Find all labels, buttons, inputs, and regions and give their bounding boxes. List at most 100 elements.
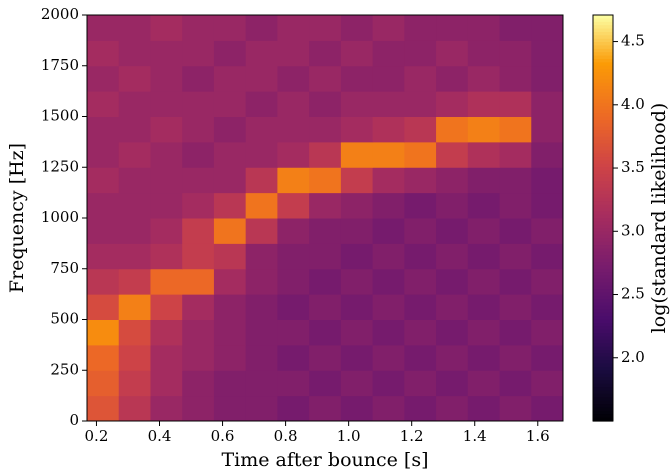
heatmap-cell [150,370,183,397]
colorbar-segment [593,346,613,351]
heatmap-cell [245,395,278,422]
colorbar-segment [593,163,613,168]
colorbar-segment [593,380,613,385]
heatmap-cell [150,15,183,41]
colorbar-segment [593,339,613,344]
heatmap-cell [213,192,247,219]
colorbar-segment [593,38,613,43]
heatmap-cell [118,167,151,194]
heatmap-cell [340,91,374,117]
heatmap-cell [499,370,532,397]
colorbar-segment [593,349,613,354]
heatmap-cell [404,65,437,92]
heatmap-cell [118,344,151,371]
heatmap-cell [340,395,374,422]
colorbar-segment [593,69,613,74]
heatmap-cell [309,344,342,371]
heatmap-cell [340,344,374,371]
heatmap-cell [404,40,437,67]
heatmap-cell [499,192,532,219]
y-axis-label: Frequency [Hz] [6,143,28,293]
heatmap-cell [467,65,501,92]
colorbar-segment [593,238,613,243]
heatmap-cell [118,218,151,244]
colorbar-segment [593,62,613,67]
heatmap-cell [340,294,374,320]
colorbar-segment [593,228,613,233]
colorbar-segment [593,278,613,283]
colorbar-segment [593,373,613,378]
colorbar-segment [593,261,613,266]
colorbar-segment [593,86,613,91]
colorbar-segment [593,207,613,212]
heatmap-cell [182,192,215,219]
heatmap-cell [404,370,437,397]
colorbar-segment [593,92,613,97]
colorbar-segment [593,316,613,321]
heatmap-cell [277,294,310,320]
heatmap-cell [182,319,215,346]
x-axis-label: Time after bounce [s] [222,449,429,471]
heatmap-cell [245,218,278,244]
heatmap-cell [277,370,310,397]
heatmap-cell [404,319,437,346]
heatmap-cell [436,243,469,270]
heatmap-cell [404,91,437,117]
colorbar-segment [593,99,613,104]
heatmap-cell [467,319,501,346]
colorbar-segment [593,268,613,273]
colorbar-segment [593,96,613,101]
colorbar-segment [593,265,613,270]
colorbar-segment [593,201,613,206]
heatmap-cell [436,141,469,168]
heatmap-cell [118,91,151,117]
heatmap-cell [182,141,215,168]
heatmap-cell [372,294,405,320]
colorbar-segment [593,174,613,178]
heatmap-cell [531,268,564,295]
heatmap-cell [87,91,120,117]
heatmap-cell [467,91,501,117]
heatmap-cell [404,243,437,270]
colorbar-segment [593,251,613,256]
heatmap-cell [340,268,374,295]
heatmap-cell [309,141,342,168]
heatmap-cell [245,116,278,143]
x-tick-label: 0.4 [148,427,172,445]
heatmap-cell [277,116,310,143]
heatmap-cell [531,192,564,219]
heatmap-cell [531,91,564,117]
heatmap-cell [87,65,120,92]
colorbar-frame [592,14,614,422]
y-tick-label: 1000 [41,208,79,226]
heatmap-cell [118,116,151,143]
heatmap-cell [182,40,215,67]
heatmap-cell [87,192,120,219]
colorbar-segment [593,309,613,314]
heatmap-cell [150,294,183,320]
heatmap-cell [182,65,215,92]
heatmap-cell [340,167,374,194]
colorbar-segment [593,383,613,388]
heatmap-cell [404,268,437,295]
heatmap-cell [531,141,564,168]
heatmap-cell [150,116,183,143]
colorbar-segment [593,204,613,209]
heatmap-cell [118,268,151,295]
colorbar-segment [593,234,613,239]
heatmap-cell [245,243,278,270]
heatmap-cell [436,15,469,41]
colorbar-segment [593,18,613,23]
colorbar-segment [593,157,613,162]
heatmap-cell [213,167,247,194]
colorbar-segment [593,58,613,63]
colorbar-tick-label: 2.0 [621,348,645,366]
heatmap-cell [499,395,532,422]
colorbar-segment [593,255,613,260]
colorbar-segment [593,194,613,199]
colorbar-segment [593,211,613,216]
heatmap-cell [245,91,278,117]
colorbar-segment [593,258,613,263]
heatmap-cell [436,65,469,92]
heatmap-cell [87,15,120,41]
